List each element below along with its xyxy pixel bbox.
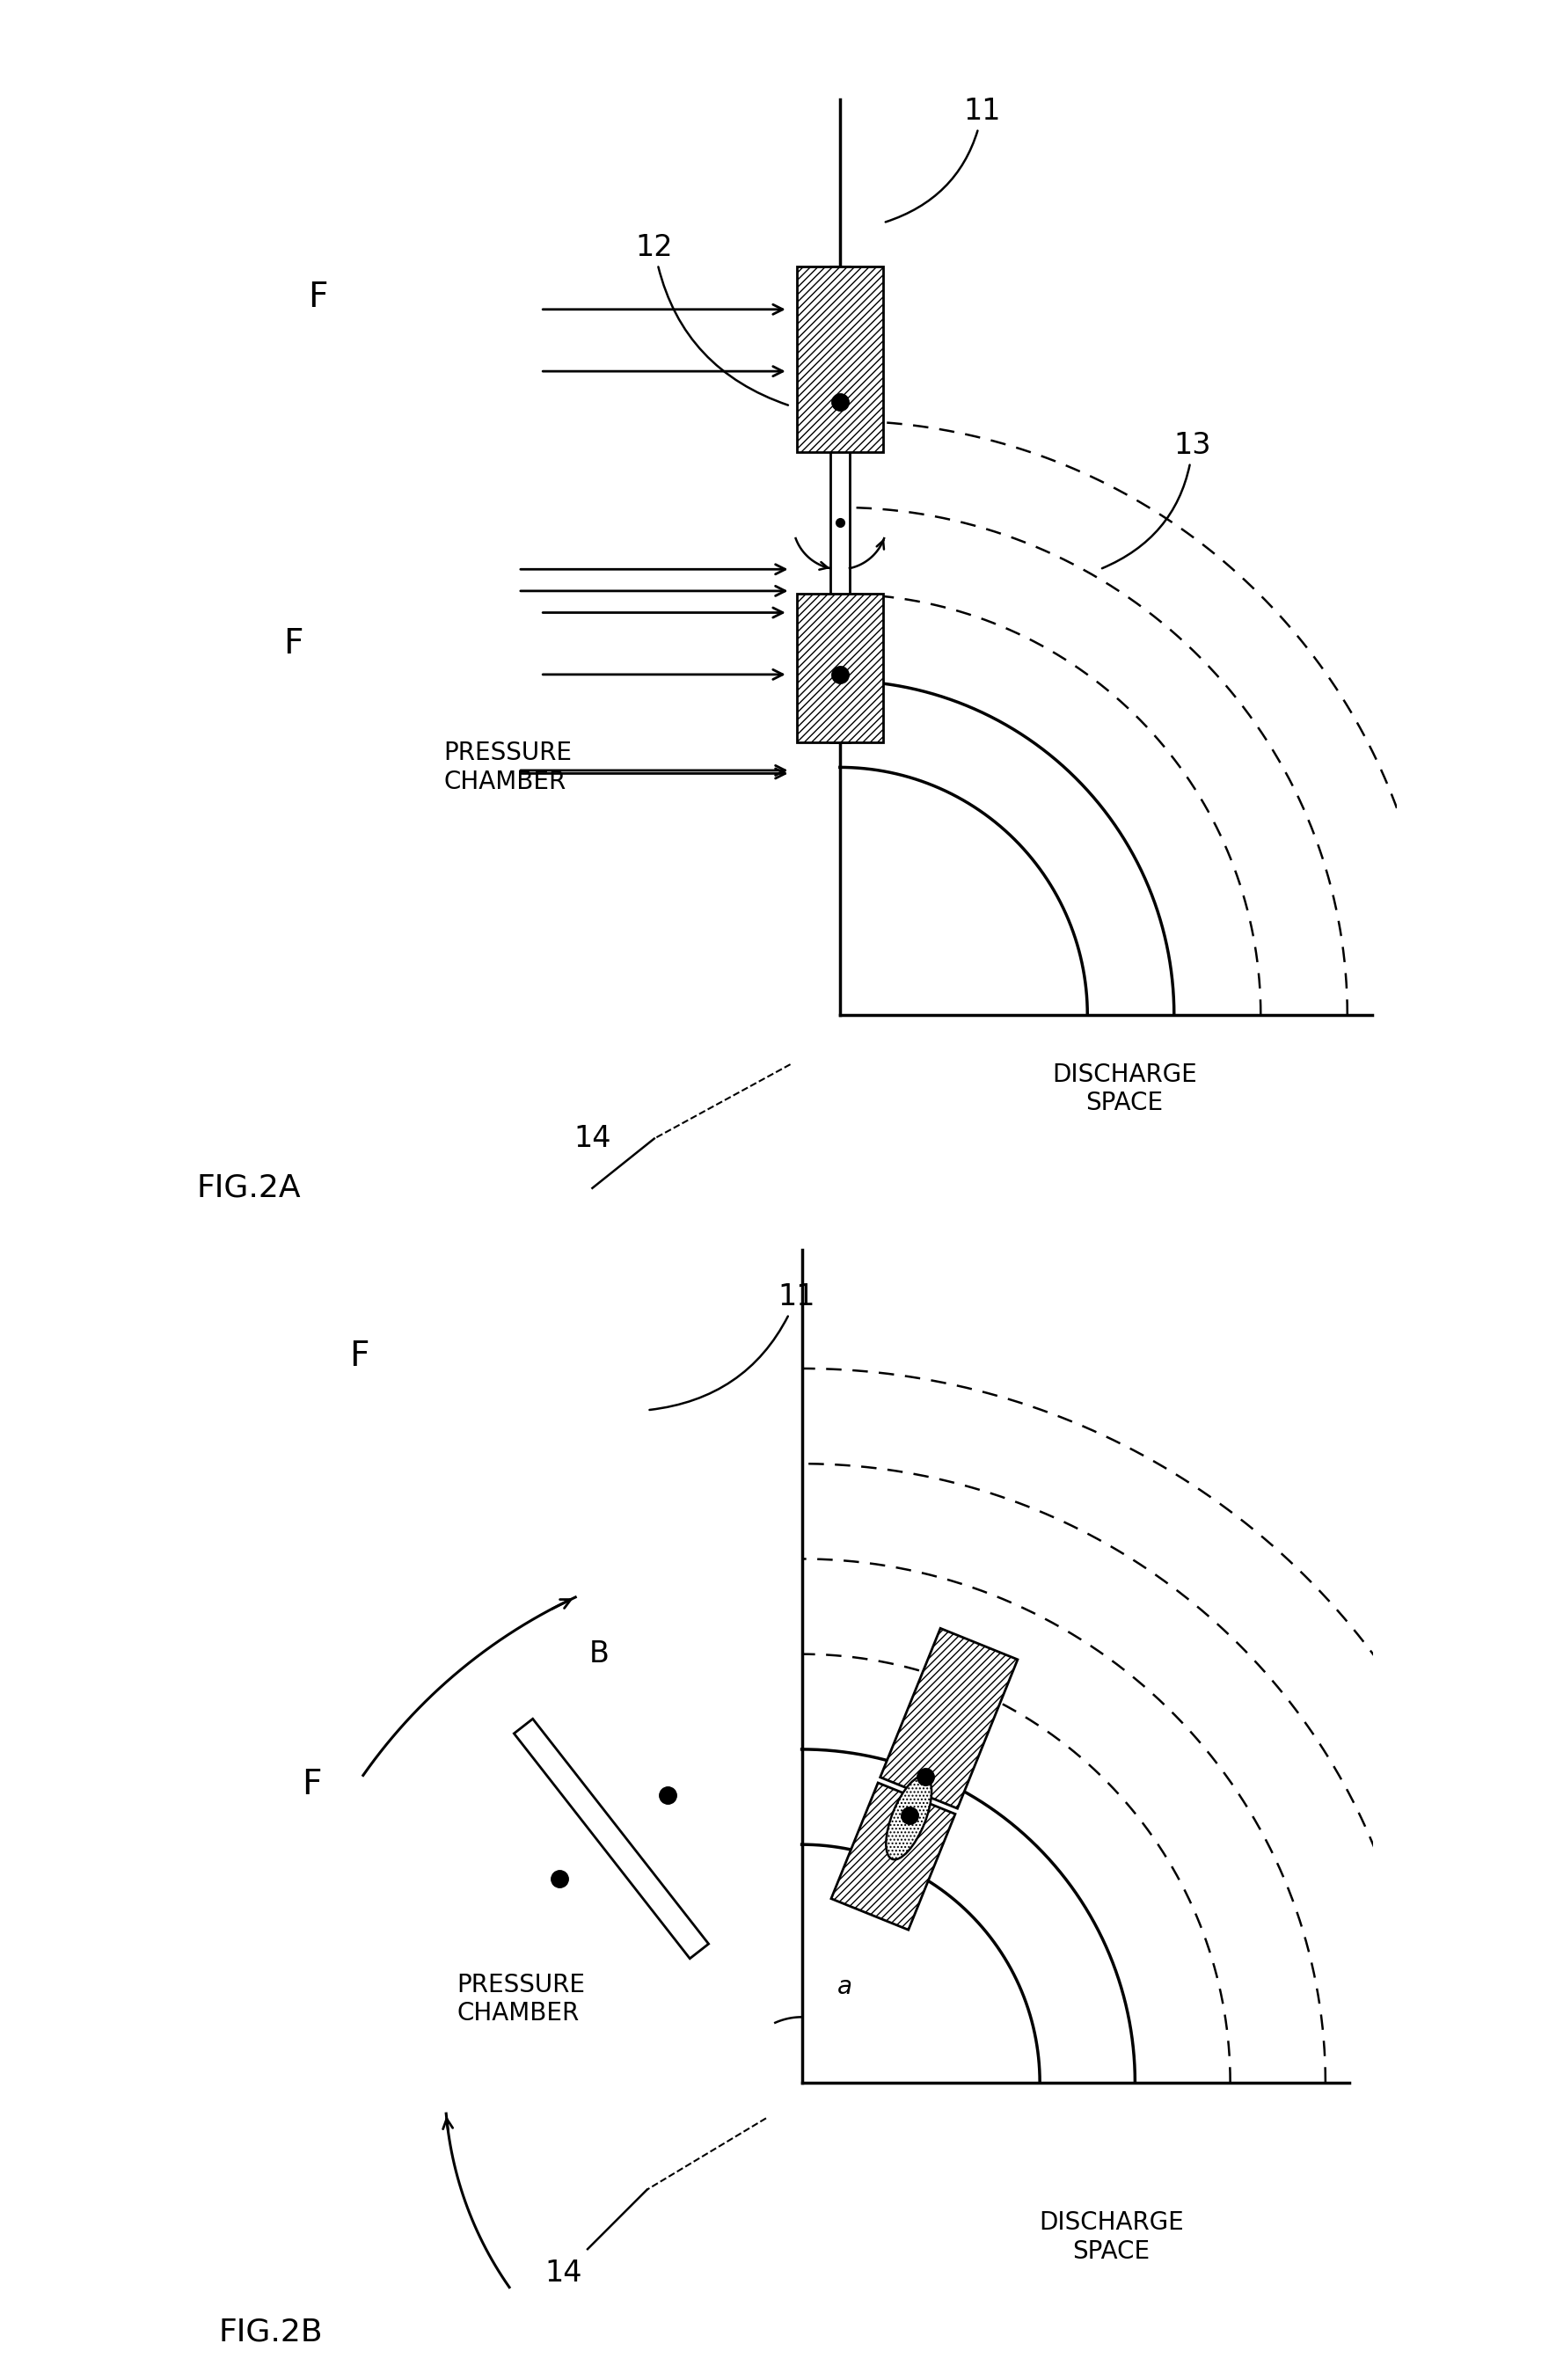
Text: F: F: [302, 1768, 322, 1802]
Bar: [829, 267, 850, 743]
Text: 12: 12: [635, 233, 787, 405]
Bar: [831, 1783, 955, 1930]
Text: F: F: [283, 626, 303, 659]
Text: F: F: [350, 1340, 369, 1373]
Text: F: F: [308, 281, 327, 314]
Bar: [797, 267, 884, 452]
Bar: [513, 1718, 708, 1959]
Text: FIG.2B: FIG.2B: [219, 2318, 324, 2347]
Text: PRESSURE
CHAMBER: PRESSURE CHAMBER: [456, 1973, 585, 2025]
Bar: [881, 1628, 1018, 1809]
Text: 13: 13: [1102, 431, 1212, 569]
Text: 11: 11: [885, 98, 1001, 221]
Text: FIG.2A: FIG.2A: [196, 1173, 300, 1202]
Ellipse shape: [885, 1775, 932, 1859]
Text: 14: 14: [574, 1123, 612, 1152]
Text: DISCHARGE
SPACE: DISCHARGE SPACE: [1039, 2211, 1184, 2263]
Text: DISCHARGE
SPACE: DISCHARGE SPACE: [1052, 1061, 1197, 1116]
Text: 11: 11: [649, 1283, 815, 1409]
Text: PRESSURE
CHAMBER: PRESSURE CHAMBER: [443, 740, 573, 795]
Text: 14: 14: [545, 2259, 582, 2287]
Text: B: B: [590, 1640, 610, 1668]
Bar: [797, 595, 884, 743]
Text: a: a: [837, 1975, 853, 1999]
